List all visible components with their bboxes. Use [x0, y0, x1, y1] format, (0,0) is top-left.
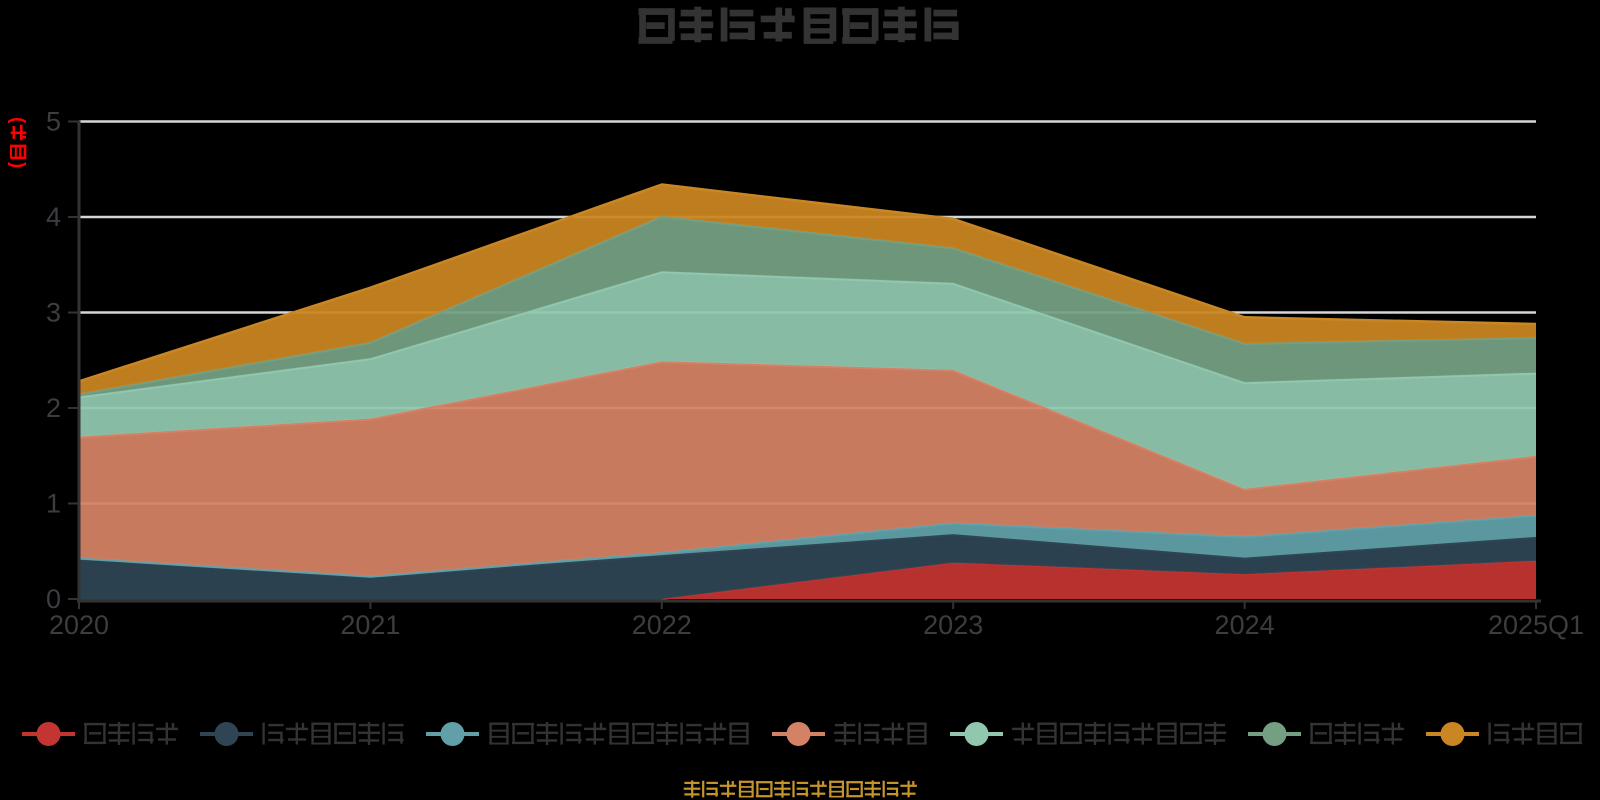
svg-text:2025Q1: 2025Q1 [1488, 610, 1584, 640]
svg-text:0: 0 [46, 584, 61, 614]
svg-text:(: ( [7, 117, 28, 124]
svg-text:2023: 2023 [923, 610, 983, 640]
svg-text:2: 2 [46, 393, 61, 423]
svg-text:5: 5 [46, 107, 61, 137]
svg-text:2024: 2024 [1215, 610, 1275, 640]
svg-text:2022: 2022 [632, 610, 692, 640]
svg-text:4: 4 [46, 202, 61, 232]
svg-text:2021: 2021 [340, 610, 400, 640]
svg-text:3: 3 [46, 298, 61, 328]
svg-text:): ) [7, 162, 28, 168]
svg-text:2020: 2020 [49, 610, 109, 640]
svg-text:1: 1 [46, 489, 61, 519]
